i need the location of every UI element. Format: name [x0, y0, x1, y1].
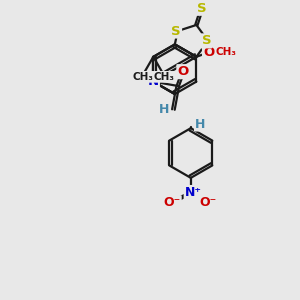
Text: N⁺: N⁺: [184, 186, 202, 199]
Text: O: O: [203, 46, 214, 59]
Text: H: H: [159, 103, 169, 116]
Text: O⁻: O⁻: [200, 196, 217, 209]
Text: S: S: [197, 2, 207, 15]
Text: N: N: [148, 75, 159, 88]
Text: CH₃: CH₃: [154, 72, 175, 82]
Text: O: O: [177, 65, 189, 78]
Text: O⁻: O⁻: [164, 196, 181, 209]
Text: CH₃: CH₃: [132, 72, 153, 82]
Text: S: S: [171, 25, 181, 38]
Text: H: H: [195, 118, 205, 130]
Text: S: S: [202, 34, 211, 47]
Text: CH₃: CH₃: [216, 47, 237, 57]
